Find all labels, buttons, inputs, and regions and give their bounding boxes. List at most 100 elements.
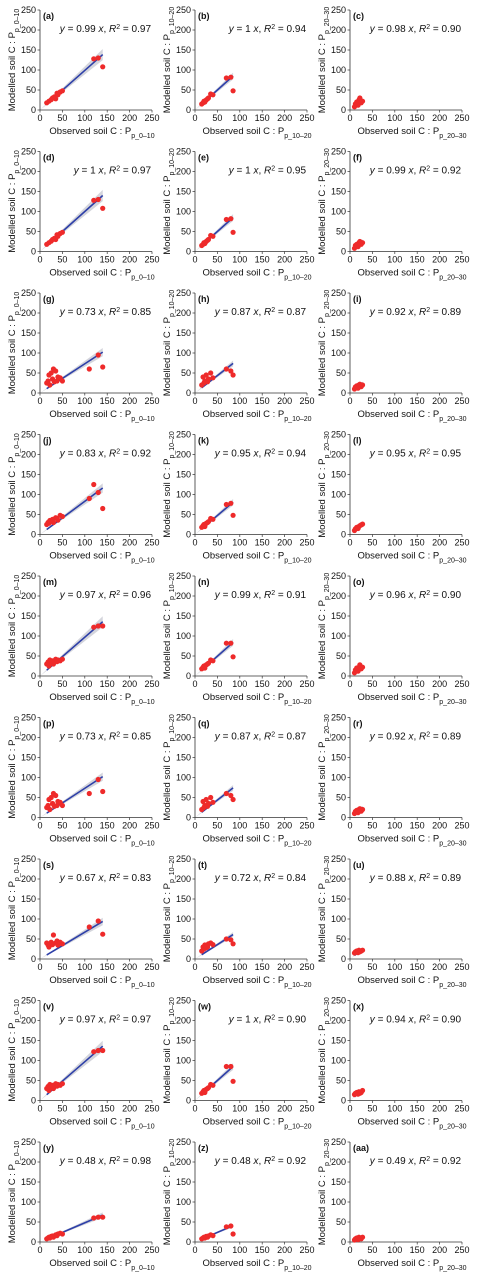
panel-letter: (o) <box>353 577 365 587</box>
data-point <box>91 1049 97 1055</box>
y-tick-label: 100 <box>176 914 191 924</box>
x-tick-label: 100 <box>232 113 247 123</box>
panel-letter: (h) <box>198 294 210 304</box>
data-point <box>100 64 106 70</box>
y-tick-label: 0 <box>31 388 36 398</box>
x-tick-label: 150 <box>410 1104 425 1114</box>
data-point <box>230 88 236 94</box>
panel-w: 00 50 50 100 100 150 150 200 200 250 250 (w) y = 1 x… <box>162 996 315 1131</box>
y-tick-label: 200 <box>21 167 36 177</box>
data-point <box>48 794 54 801</box>
y-tick-label: 250 <box>331 5 346 15</box>
x-tick-label: 100 <box>232 1104 247 1114</box>
y-tick-label: 50 <box>336 227 346 237</box>
confidence-band <box>195 498 234 535</box>
y-tick-label: 250 <box>331 713 346 723</box>
y-tick-label: 50 <box>181 368 191 378</box>
data-point <box>223 501 229 508</box>
y-tick-label: 100 <box>331 773 346 783</box>
x-tick-label: 200 <box>432 255 447 265</box>
x-tick-label: 250 <box>454 821 469 831</box>
panel-f: 00 50 50 100 100 150 150 200 200 250 250 (f) y = 0.9… <box>317 147 470 282</box>
y-tick-label: 200 <box>331 1157 346 1167</box>
panel-r: 00 50 50 100 100 150 150 200 200 250 250 (r) y = 0.9… <box>317 713 470 848</box>
panel-letter: (s) <box>43 860 54 870</box>
x-tick-label: 50 <box>212 1104 222 1114</box>
y-tick-label: 50 <box>336 1076 346 1086</box>
data-point <box>359 664 366 670</box>
data-point <box>53 368 59 374</box>
x-tick-label: 50 <box>212 396 222 406</box>
data-point <box>203 796 209 803</box>
y-tick-label: 0 <box>186 105 191 115</box>
regression-equation: y = 1 x, R2 = 0.94 <box>228 24 307 36</box>
y-tick-label: 250 <box>21 147 36 157</box>
x-tick-label: 100 <box>387 538 402 548</box>
regression-equation: y = 0.95 x, R2 = 0.94 <box>214 448 307 460</box>
y-tick-label: 50 <box>181 510 191 520</box>
x-tick-label: 250 <box>299 679 314 689</box>
data-point <box>95 776 101 783</box>
x-tick-label: 250 <box>144 396 159 406</box>
data-point <box>359 98 366 104</box>
data-point <box>205 800 212 807</box>
panel-letter: (x) <box>353 1002 364 1012</box>
y-tick-label: 150 <box>331 1177 346 1187</box>
panel-d: 00 50 50 100 100 150 150 200 200 250 250 (d) y = 1 x… <box>7 147 160 282</box>
y-axis-label: Modelled soil C : Pp_0–10 <box>7 575 21 678</box>
x-tick-label: 0 <box>192 821 197 831</box>
panel-t: 00 50 50 100 100 150 150 200 200 250 250 (t) y = 0.7… <box>162 854 315 989</box>
x-tick-label: 100 <box>77 113 92 123</box>
y-tick-label: 150 <box>21 611 36 621</box>
x-tick-label: 0 <box>347 962 352 972</box>
y-tick-label: 50 <box>26 1217 36 1227</box>
y-tick-label: 150 <box>176 328 191 338</box>
x-tick-label: 250 <box>454 962 469 972</box>
panel-x: 00 50 50 100 100 150 150 200 200 250 250 (x) y = 0.9… <box>317 996 470 1131</box>
y-tick-label: 150 <box>21 45 36 55</box>
panel-m: 00 50 50 100 100 150 150 200 200 250 250 (m)y = 0.9… <box>7 571 160 706</box>
data-point <box>54 802 60 809</box>
y-tick-label: 50 <box>336 934 346 944</box>
data-point <box>230 229 236 235</box>
panel-letter: (r) <box>353 719 363 729</box>
x-tick-label: 250 <box>454 396 469 406</box>
panel-letter: (a) <box>43 11 54 21</box>
x-tick-label: 50 <box>367 396 377 406</box>
x-tick-label: 100 <box>77 962 92 972</box>
x-tick-label: 250 <box>454 1245 469 1255</box>
y-tick-label: 100 <box>21 348 36 358</box>
x-tick-label: 100 <box>232 255 247 265</box>
data-point <box>223 640 229 646</box>
y-axis-label: Modelled soil C : Pp_10–20 <box>162 431 176 538</box>
y-tick-label: 150 <box>176 187 191 197</box>
panel-letter: (k) <box>198 436 209 446</box>
y-tick-label: 50 <box>26 85 36 95</box>
y-axis-label: Modelled soil C : Pp_0–10 <box>7 150 21 253</box>
y-tick-label: 250 <box>176 571 191 581</box>
x-tick-label: 50 <box>212 113 222 123</box>
y-tick-label: 150 <box>21 753 36 763</box>
x-tick-label: 150 <box>410 1245 425 1255</box>
y-tick-label: 0 <box>31 671 36 681</box>
panel-z: 00 50 50 100 100 150 150 200 200 250 250 (z) y = 0.4… <box>162 1137 315 1272</box>
y-tick-label: 150 <box>331 328 346 338</box>
y-tick-label: 200 <box>331 25 346 35</box>
x-tick-label: 150 <box>100 1245 115 1255</box>
x-axis-label: Observed soil C : Pp_0–10 <box>49 1258 154 1272</box>
x-tick-label: 0 <box>192 113 197 123</box>
regression-equation: y = 0.98 x, R2 = 0.90 <box>369 24 462 36</box>
x-tick-label: 200 <box>432 962 447 972</box>
data-point <box>359 240 366 246</box>
data-point <box>210 942 216 948</box>
x-tick-label: 250 <box>299 113 314 123</box>
y-tick-label: 100 <box>21 490 36 500</box>
y-tick-label: 250 <box>331 288 346 298</box>
x-tick-label: 150 <box>255 962 270 972</box>
x-tick-label: 100 <box>387 1104 402 1114</box>
data-point <box>50 932 57 938</box>
data-point <box>45 378 51 384</box>
regression-equation: y = 0.49 x, R2 = 0.92 <box>369 1156 462 1168</box>
x-axis-label: Observed soil C : Pp_20–30 <box>357 975 466 989</box>
y-tick-label: 100 <box>331 348 346 358</box>
